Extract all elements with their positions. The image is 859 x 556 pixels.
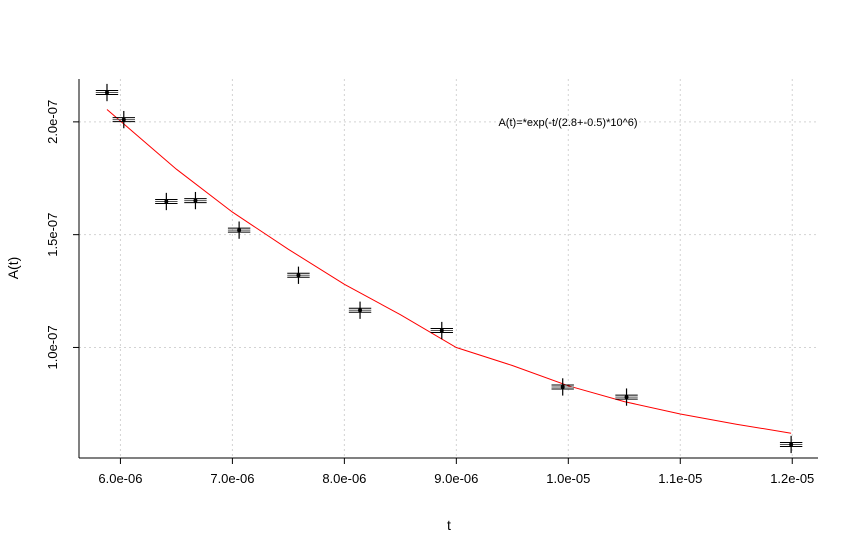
x-tick-label: 7.0e-06 bbox=[210, 471, 254, 486]
data-point bbox=[430, 321, 453, 340]
point-marker bbox=[560, 384, 565, 389]
data-point bbox=[551, 378, 574, 396]
point-marker bbox=[358, 308, 363, 313]
data-points bbox=[95, 83, 803, 454]
point-marker bbox=[789, 442, 794, 447]
data-point bbox=[615, 388, 638, 406]
point-marker bbox=[624, 395, 629, 400]
y-axis-title: A(t) bbox=[5, 257, 21, 280]
point-marker bbox=[121, 117, 126, 122]
x-tick-label: 6.0e-06 bbox=[98, 471, 142, 486]
grid bbox=[79, 79, 818, 458]
x-tick-label: 9.0e-06 bbox=[434, 471, 478, 486]
fit-annotation: A(t)=*exp(-t/(2.8+-0.5)*10^6) bbox=[498, 117, 637, 129]
point-marker bbox=[164, 199, 169, 204]
data-point bbox=[227, 221, 251, 239]
x-axis-title: t bbox=[447, 517, 451, 533]
y-tick-label: 1.0e-07 bbox=[45, 325, 60, 369]
point-marker bbox=[104, 90, 109, 95]
y-tick-label: 1.5e-07 bbox=[45, 213, 60, 257]
point-marker bbox=[193, 198, 198, 203]
data-point bbox=[348, 301, 372, 319]
point-marker bbox=[296, 273, 301, 278]
x-tick-label: 1.1e-05 bbox=[658, 471, 702, 486]
axes: 6.0e-06 7.0e-06 8.0e-06 9.0e-06 1.0e-05 1.1e-… bbox=[45, 79, 818, 486]
x-tick-label: 1.0e-05 bbox=[546, 471, 590, 486]
data-point bbox=[155, 192, 178, 211]
x-tick-label: 1.2e-05 bbox=[770, 471, 814, 486]
data-point bbox=[287, 266, 310, 284]
data-point bbox=[779, 435, 803, 454]
data-point bbox=[112, 110, 135, 129]
y-tick-label: 2.0e-07 bbox=[45, 100, 60, 144]
point-marker bbox=[237, 228, 242, 233]
point-marker bbox=[439, 328, 444, 333]
data-point bbox=[95, 83, 119, 102]
labels: t A(t) A(t)=*exp(-t/(2.8+-0.5)*10^6) bbox=[5, 117, 638, 533]
fit-curve-layer bbox=[106, 109, 792, 434]
x-tick-label: 8.0e-06 bbox=[322, 471, 366, 486]
fit-curve bbox=[106, 109, 792, 434]
data-point bbox=[184, 191, 207, 210]
